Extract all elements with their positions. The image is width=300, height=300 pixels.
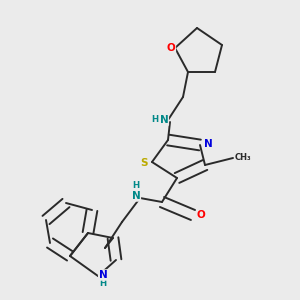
Text: N: N: [204, 139, 212, 149]
Text: N: N: [99, 270, 107, 280]
Text: H: H: [99, 278, 106, 287]
Text: H: H: [132, 182, 140, 190]
Text: N: N: [132, 191, 140, 201]
Text: CH₃: CH₃: [235, 154, 251, 163]
Text: O: O: [196, 210, 206, 220]
Text: N: N: [160, 115, 168, 125]
Text: S: S: [140, 158, 148, 168]
Text: H: H: [152, 116, 159, 124]
Text: O: O: [167, 43, 176, 53]
